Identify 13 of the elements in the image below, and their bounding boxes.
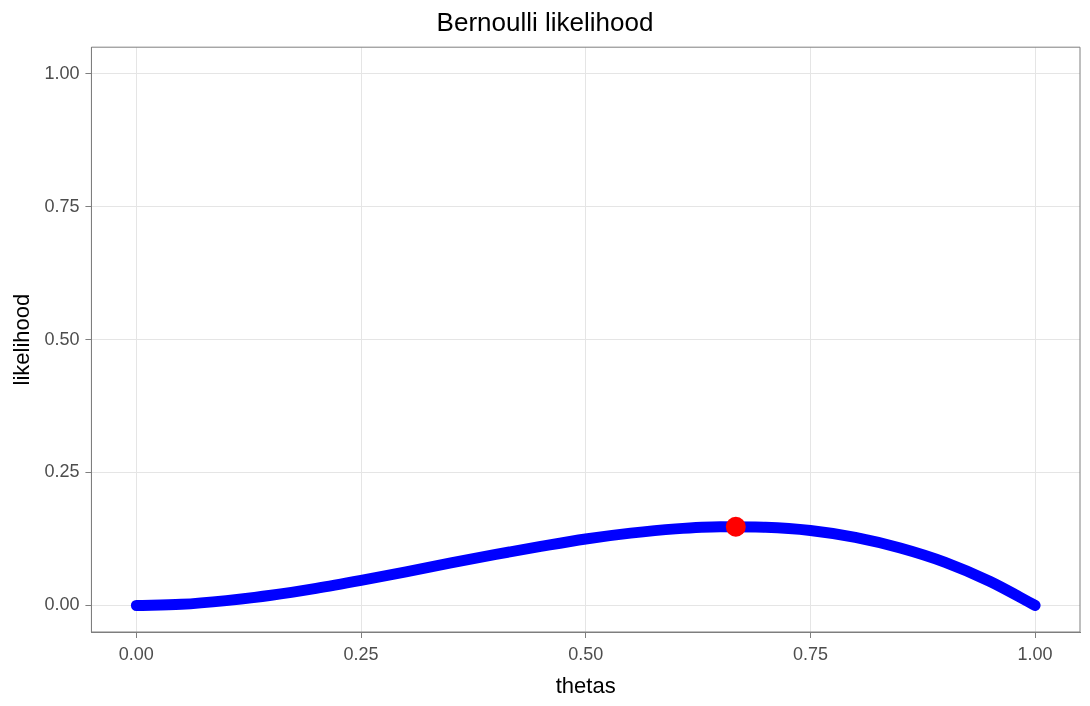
chart-title: Bernoulli likelihood — [436, 6, 654, 37]
y-axis-title: likelihood — [9, 293, 35, 386]
x-axis-title: thetas — [555, 672, 616, 698]
x-tick-label: 1.00 — [1017, 643, 1053, 664]
y-tick-label: 0.00 — [44, 594, 80, 615]
x-tick-label: 0.75 — [792, 643, 828, 664]
y-tick-label: 0.25 — [44, 461, 80, 482]
y-tick-label: 1.00 — [44, 62, 80, 83]
y-tick-label: 0.50 — [44, 328, 80, 349]
x-tick-label: 0.00 — [118, 643, 154, 664]
x-tick-label: 0.25 — [343, 643, 379, 664]
x-tick-label: 0.50 — [568, 643, 604, 664]
y-tick-label: 0.75 — [44, 195, 80, 216]
